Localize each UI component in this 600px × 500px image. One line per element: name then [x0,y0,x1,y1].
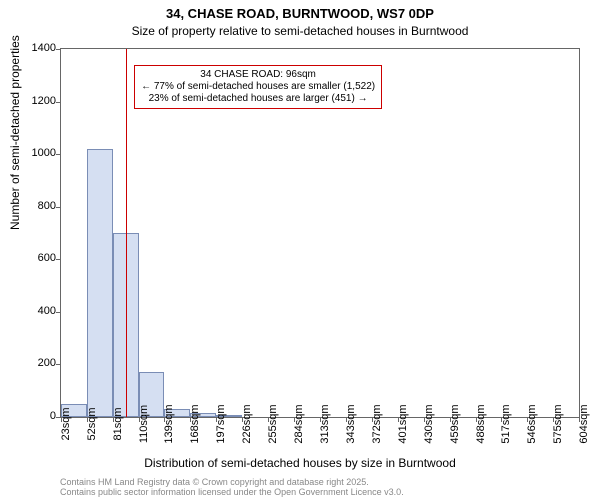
y-tick [56,154,61,155]
plot-area: 34 CHASE ROAD: 96sqm← 77% of semi-detach… [60,48,580,418]
x-tick-label: 197sqm [215,404,227,443]
y-tick-label: 800 [16,200,56,212]
x-tick-label: 604sqm [578,404,590,443]
y-tick [56,49,61,50]
x-tick-label: 517sqm [500,404,512,443]
x-tick-label: 575sqm [552,404,564,443]
x-tick-label: 139sqm [163,404,175,443]
x-tick-label: 343sqm [345,404,357,443]
footer-line2: Contains public sector information licen… [60,488,404,498]
y-tick [56,102,61,103]
x-tick-label: 401sqm [397,404,409,443]
x-tick-label: 168sqm [189,404,201,443]
y-tick-label: 1200 [16,95,56,107]
y-tick-label: 400 [16,305,56,317]
y-tick [56,259,61,260]
y-tick-label: 600 [16,252,56,264]
y-tick [56,312,61,313]
y-tick-label: 1000 [16,147,56,159]
x-tick-label: 488sqm [475,404,487,443]
chart-title: 34, CHASE ROAD, BURNTWOOD, WS7 0DP [0,6,600,21]
x-tick-label: 372sqm [371,404,383,443]
y-tick-label: 200 [16,357,56,369]
x-tick-label: 459sqm [449,404,461,443]
annotation-line: 23% of semi-detached houses are larger (… [141,93,375,105]
y-tick-label: 1400 [16,42,56,54]
x-tick-label: 430sqm [423,404,435,443]
annotation-line: ← 77% of semi-detached houses are smalle… [141,81,375,93]
x-tick-label: 23sqm [60,407,72,440]
x-tick-label: 110sqm [138,405,150,443]
x-axis-label: Distribution of semi-detached houses by … [0,456,600,470]
x-tick-label: 52sqm [86,407,98,440]
x-tick-label: 255sqm [267,404,279,443]
x-tick-label: 546sqm [526,404,538,443]
chart-subtitle: Size of property relative to semi-detach… [0,24,600,38]
annotation-box: 34 CHASE ROAD: 96sqm← 77% of semi-detach… [134,65,382,109]
x-tick-label: 284sqm [293,404,305,443]
chart-container: 34, CHASE ROAD, BURNTWOOD, WS7 0DP Size … [0,0,600,500]
x-tick-label: 313sqm [319,404,331,443]
annotation-line: 34 CHASE ROAD: 96sqm [141,69,375,81]
x-tick-label: 81sqm [112,407,124,440]
y-tick [56,364,61,365]
x-tick-label: 226sqm [241,404,253,443]
y-tick-label: 0 [16,410,56,422]
histogram-bar [87,149,113,417]
y-tick [56,207,61,208]
marker-line [126,49,127,417]
